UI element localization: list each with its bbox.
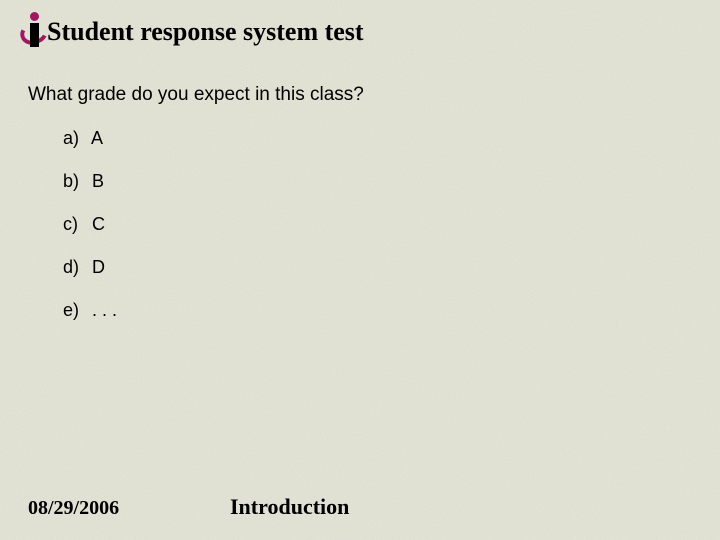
option-e: e) . . .	[63, 300, 117, 321]
question-text: What grade do you expect in this class?	[28, 84, 364, 106]
slide: Student response system test What grade …	[0, 0, 720, 540]
option-marker: e)	[63, 300, 87, 321]
footer-date: 08/29/2006	[28, 497, 119, 520]
option-b: b) B	[63, 171, 117, 192]
options-list: a) A b) B c) C d) D e) . . .	[63, 128, 117, 343]
option-c: c) C	[63, 214, 117, 235]
footer-title: Introduction	[230, 494, 349, 520]
option-label: . . .	[92, 300, 117, 320]
option-d: d) D	[63, 257, 117, 278]
option-marker: d)	[63, 257, 87, 278]
option-label: C	[92, 214, 105, 234]
option-a: a) A	[63, 128, 117, 149]
option-marker: c)	[63, 214, 87, 235]
option-label: A	[91, 128, 103, 148]
slide-title: Student response system test	[47, 17, 364, 47]
option-marker: a)	[63, 128, 87, 149]
option-marker: b)	[63, 171, 87, 192]
logo-letter-i	[30, 12, 40, 48]
logo-stem	[30, 23, 39, 47]
option-label: B	[92, 171, 104, 191]
logo-dot	[30, 12, 39, 21]
option-label: D	[92, 257, 105, 277]
